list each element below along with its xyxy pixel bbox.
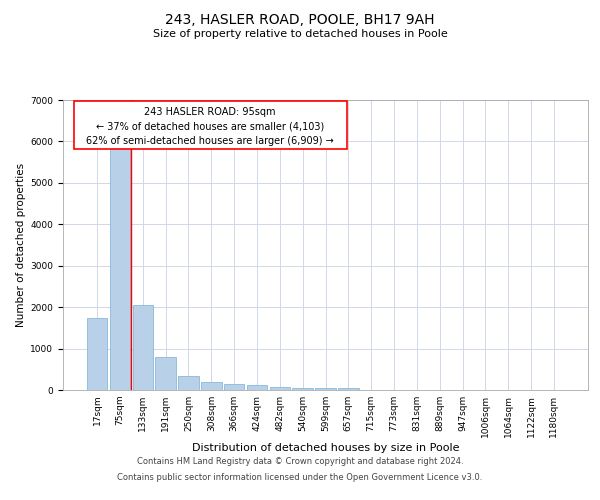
Bar [74, 102, 347, 150]
Bar [247, 385, 267, 390]
Bar [338, 388, 359, 390]
Text: 62% of semi-detached houses are larger (6,909) →: 62% of semi-detached houses are larger (… [86, 136, 334, 145]
Text: Contains HM Land Registry data © Crown copyright and database right 2024.: Contains HM Land Registry data © Crown c… [137, 458, 463, 466]
Bar [224, 384, 244, 390]
Text: Size of property relative to detached houses in Poole: Size of property relative to detached ho… [152, 29, 448, 39]
Bar [155, 357, 176, 390]
Bar [133, 305, 153, 390]
Bar [201, 382, 221, 390]
Bar [269, 386, 290, 390]
Bar [110, 142, 130, 390]
Bar [178, 376, 199, 390]
Bar [292, 388, 313, 390]
X-axis label: Distribution of detached houses by size in Poole: Distribution of detached houses by size … [192, 442, 459, 452]
Text: 243, HASLER ROAD, POOLE, BH17 9AH: 243, HASLER ROAD, POOLE, BH17 9AH [165, 12, 435, 26]
Y-axis label: Number of detached properties: Number of detached properties [16, 163, 26, 327]
Text: 243 HASLER ROAD: 95sqm: 243 HASLER ROAD: 95sqm [144, 107, 276, 117]
Bar [87, 318, 107, 390]
Text: Contains public sector information licensed under the Open Government Licence v3: Contains public sector information licen… [118, 472, 482, 482]
Bar [315, 388, 336, 390]
Text: ← 37% of detached houses are smaller (4,103): ← 37% of detached houses are smaller (4,… [96, 122, 324, 132]
